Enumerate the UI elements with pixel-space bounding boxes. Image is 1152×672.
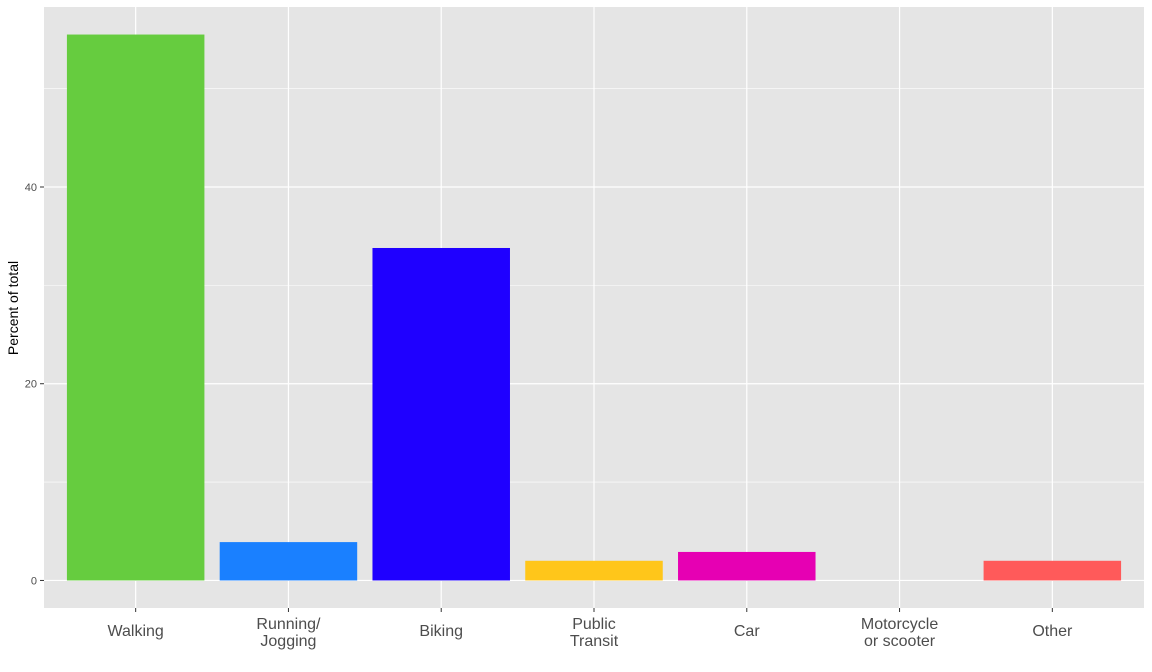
x-tick-label: Public Transit [570,616,619,650]
y-tick-label: 0 [31,575,37,587]
bars [66,34,1122,581]
x-tick-label: Motorcycle or scooter [861,616,938,650]
x-axis-ticks: Walking Running/Jogging Biking Public Transi… [108,608,1073,650]
x-tick-label: Running/Jogging [256,616,321,650]
bar-public-transit [525,560,663,581]
y-tick-label: 40 [25,182,37,194]
y-tick-label: 20 [25,379,37,391]
y-axis-title: Percent of total [5,261,21,355]
bar-other [983,560,1122,581]
bar-running-jogging [219,542,358,581]
bar-biking [372,247,510,581]
x-tick-label: Biking [419,623,463,640]
bar-walking [66,34,205,581]
y-axis-ticks: 0 20 40 [25,182,44,587]
x-tick-label: Car [734,623,760,640]
bar-car [678,551,816,581]
x-tick-label: Other [1032,623,1073,640]
x-tick-label: Walking [108,623,164,640]
